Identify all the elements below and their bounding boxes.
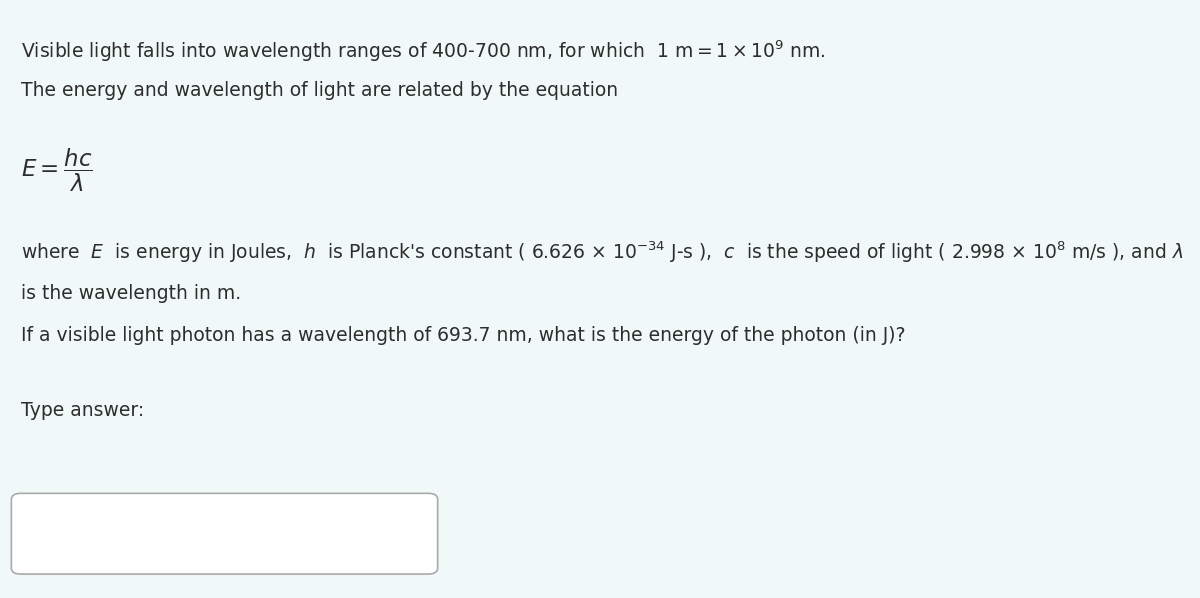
FancyBboxPatch shape bbox=[11, 493, 438, 574]
Text: where  $E$  is energy in Joules,  $h$  is Planck's constant ( 6.626 $\times$ 10$: where $E$ is energy in Joules, $h$ is Pl… bbox=[20, 239, 1183, 265]
Text: If a visible light photon has a wavelength of 693.7 nm, what is the energy of th: If a visible light photon has a waveleng… bbox=[20, 326, 905, 345]
Text: is the wavelength in m.: is the wavelength in m. bbox=[20, 284, 241, 303]
Text: The energy and wavelength of light are related by the equation: The energy and wavelength of light are r… bbox=[20, 81, 618, 100]
Text: $E = \dfrac{hc}{\lambda}$: $E = \dfrac{hc}{\lambda}$ bbox=[20, 147, 92, 194]
Text: Type answer:: Type answer: bbox=[20, 401, 144, 420]
Text: Visible light falls into wavelength ranges of 400-700 nm, for which  $1\ \mathrm: Visible light falls into wavelength rang… bbox=[20, 39, 826, 65]
